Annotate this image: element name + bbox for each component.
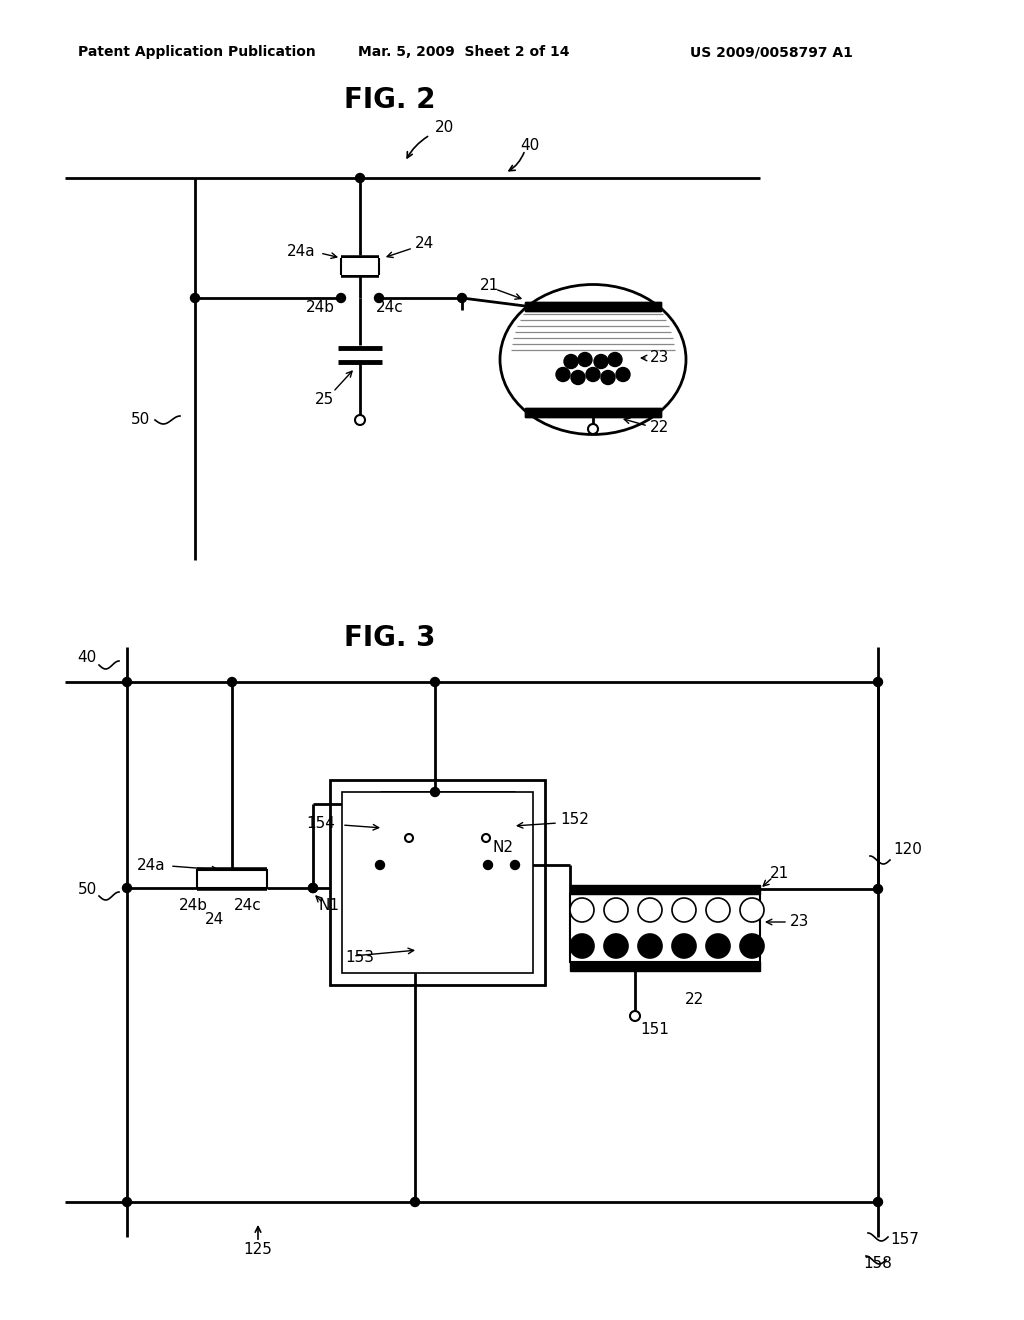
- Text: 20: 20: [435, 120, 455, 135]
- Bar: [330, 780, 545, 985]
- Circle shape: [355, 414, 365, 425]
- Text: 22: 22: [650, 421, 670, 436]
- Bar: [525, 408, 662, 417]
- Text: FIG. 3: FIG. 3: [344, 624, 436, 652]
- Text: 154: 154: [306, 816, 335, 830]
- Circle shape: [482, 834, 490, 842]
- Circle shape: [430, 677, 439, 686]
- Text: 158: 158: [863, 1257, 892, 1271]
- Text: N2: N2: [493, 840, 514, 854]
- Circle shape: [873, 884, 883, 894]
- Circle shape: [570, 935, 594, 958]
- Circle shape: [123, 677, 131, 686]
- Circle shape: [740, 898, 764, 921]
- Text: 24a: 24a: [288, 244, 316, 260]
- Circle shape: [355, 173, 365, 182]
- Circle shape: [740, 935, 764, 958]
- Circle shape: [630, 1011, 640, 1020]
- Circle shape: [123, 1197, 131, 1206]
- Circle shape: [375, 293, 384, 302]
- Bar: [197, 870, 267, 888]
- Text: US 2009/0058797 A1: US 2009/0058797 A1: [690, 45, 853, 59]
- Text: 23: 23: [790, 915, 809, 929]
- Bar: [342, 792, 534, 973]
- Text: 125: 125: [244, 1242, 272, 1258]
- Text: 24: 24: [415, 236, 434, 252]
- Circle shape: [556, 367, 570, 381]
- Circle shape: [564, 355, 578, 368]
- Circle shape: [337, 293, 345, 302]
- Circle shape: [706, 898, 730, 921]
- Circle shape: [672, 935, 696, 958]
- Text: 24b: 24b: [178, 899, 208, 913]
- Text: 50: 50: [131, 412, 150, 428]
- Text: 22: 22: [685, 993, 705, 1007]
- Ellipse shape: [500, 285, 686, 434]
- Bar: [525, 302, 662, 312]
- Text: 23: 23: [650, 351, 670, 366]
- Circle shape: [588, 424, 598, 434]
- Circle shape: [594, 355, 608, 368]
- Bar: [341, 257, 379, 275]
- Circle shape: [571, 371, 585, 384]
- Circle shape: [601, 371, 615, 384]
- Bar: [525, 302, 662, 312]
- Circle shape: [604, 898, 628, 921]
- Text: FIG. 2: FIG. 2: [344, 86, 436, 114]
- Text: 151: 151: [640, 1023, 669, 1038]
- Bar: [570, 894, 760, 962]
- Text: 24: 24: [206, 912, 224, 928]
- Bar: [570, 884, 760, 894]
- Text: 153: 153: [345, 950, 374, 965]
- Circle shape: [672, 898, 696, 921]
- Circle shape: [308, 883, 317, 892]
- Circle shape: [873, 1197, 883, 1206]
- Text: Mar. 5, 2009  Sheet 2 of 14: Mar. 5, 2009 Sheet 2 of 14: [358, 45, 569, 59]
- Text: 25: 25: [315, 392, 335, 408]
- Text: N1: N1: [318, 899, 339, 913]
- Circle shape: [586, 367, 600, 381]
- Circle shape: [638, 898, 662, 921]
- Text: 157: 157: [890, 1233, 919, 1247]
- Text: 50: 50: [78, 883, 97, 898]
- Text: 21: 21: [480, 277, 500, 293]
- Circle shape: [578, 352, 592, 367]
- Text: 24b: 24b: [305, 301, 335, 315]
- Text: 21: 21: [770, 866, 790, 880]
- Circle shape: [411, 1197, 420, 1206]
- Circle shape: [616, 367, 630, 381]
- Circle shape: [511, 861, 519, 870]
- Text: 152: 152: [560, 813, 589, 828]
- Circle shape: [190, 293, 200, 302]
- Circle shape: [483, 861, 493, 870]
- Text: Patent Application Publication: Patent Application Publication: [78, 45, 315, 59]
- Circle shape: [376, 861, 384, 870]
- Circle shape: [608, 352, 622, 367]
- Circle shape: [227, 677, 237, 686]
- Circle shape: [123, 883, 131, 892]
- Circle shape: [706, 935, 730, 958]
- Bar: [525, 408, 662, 417]
- Circle shape: [430, 788, 439, 796]
- Text: 24a: 24a: [136, 858, 165, 873]
- Text: 120: 120: [893, 842, 922, 858]
- Circle shape: [570, 898, 594, 921]
- Circle shape: [458, 293, 467, 302]
- Circle shape: [604, 935, 628, 958]
- Text: 24c: 24c: [376, 301, 403, 315]
- Text: 24c: 24c: [234, 899, 262, 913]
- Circle shape: [308, 883, 317, 892]
- Text: 40: 40: [78, 651, 97, 665]
- Circle shape: [638, 935, 662, 958]
- Text: 40: 40: [520, 137, 540, 153]
- Circle shape: [873, 677, 883, 686]
- Circle shape: [406, 834, 413, 842]
- Bar: [570, 962, 760, 972]
